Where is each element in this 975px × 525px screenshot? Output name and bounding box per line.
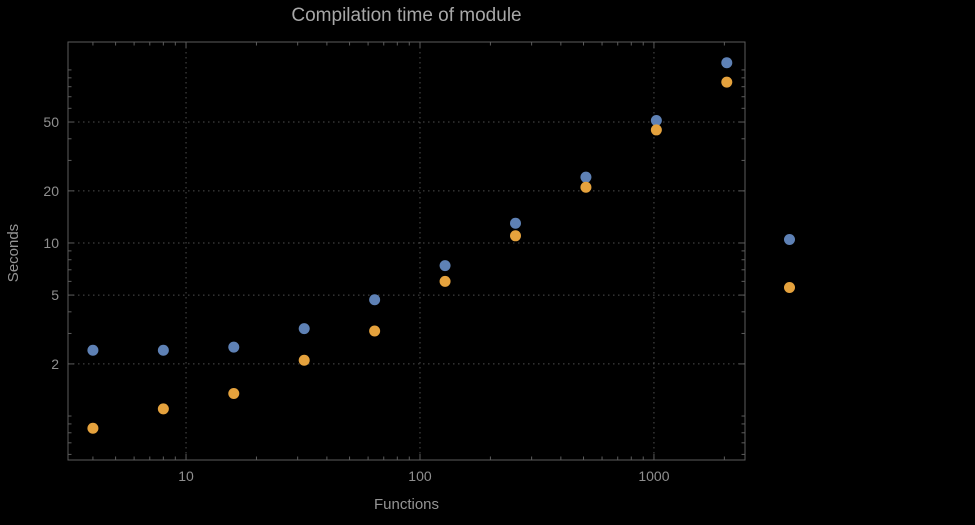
- data-point-series-2-orange: [650, 124, 662, 136]
- x-tick-label: 100: [408, 468, 432, 484]
- legend: [784, 234, 795, 293]
- data-point-series-1-blue: [369, 294, 381, 306]
- data-point-series-1-blue: [721, 57, 733, 69]
- data-point-series-1-blue: [298, 323, 310, 335]
- data-point-series-1-blue: [228, 341, 240, 353]
- data-point-series-1-blue: [157, 344, 169, 356]
- data-point-series-1-blue: [509, 217, 521, 229]
- y-tick-label: 10: [43, 235, 59, 251]
- data-point-series-2-orange: [157, 403, 169, 415]
- data-point-series-1-blue: [439, 260, 451, 272]
- data-point-series-2-orange: [721, 76, 733, 88]
- series-2-marker: [784, 282, 795, 293]
- x-tick-label: 10: [178, 468, 194, 484]
- y-tick-label: 2: [51, 356, 59, 372]
- x-tick-label: 1000: [638, 468, 669, 484]
- data-point-series-1-blue: [87, 344, 99, 356]
- y-axis-label: Seconds: [5, 223, 22, 283]
- chart-title: Compilation time of module: [291, 5, 522, 26]
- data-point-series-1-blue: [580, 171, 592, 183]
- data-point-series-1-blue: [650, 115, 662, 127]
- y-tick-label: 50: [43, 114, 59, 130]
- data-point-series-2-orange: [439, 275, 451, 287]
- data-point-series-2-orange: [369, 325, 381, 337]
- x-axis-label: Functions: [373, 496, 440, 513]
- plot-frame: [67, 41, 746, 461]
- y-tick-label: 20: [43, 183, 59, 199]
- y-tick-label: 5: [51, 287, 59, 303]
- data-point-series-2-orange: [298, 354, 310, 366]
- data-point-series-2-orange: [580, 181, 592, 193]
- data-point-series-2-orange: [87, 422, 99, 434]
- data-point-series-2-orange: [228, 387, 240, 399]
- series-1-marker: [784, 234, 795, 245]
- data-point-series-2-orange: [509, 230, 521, 242]
